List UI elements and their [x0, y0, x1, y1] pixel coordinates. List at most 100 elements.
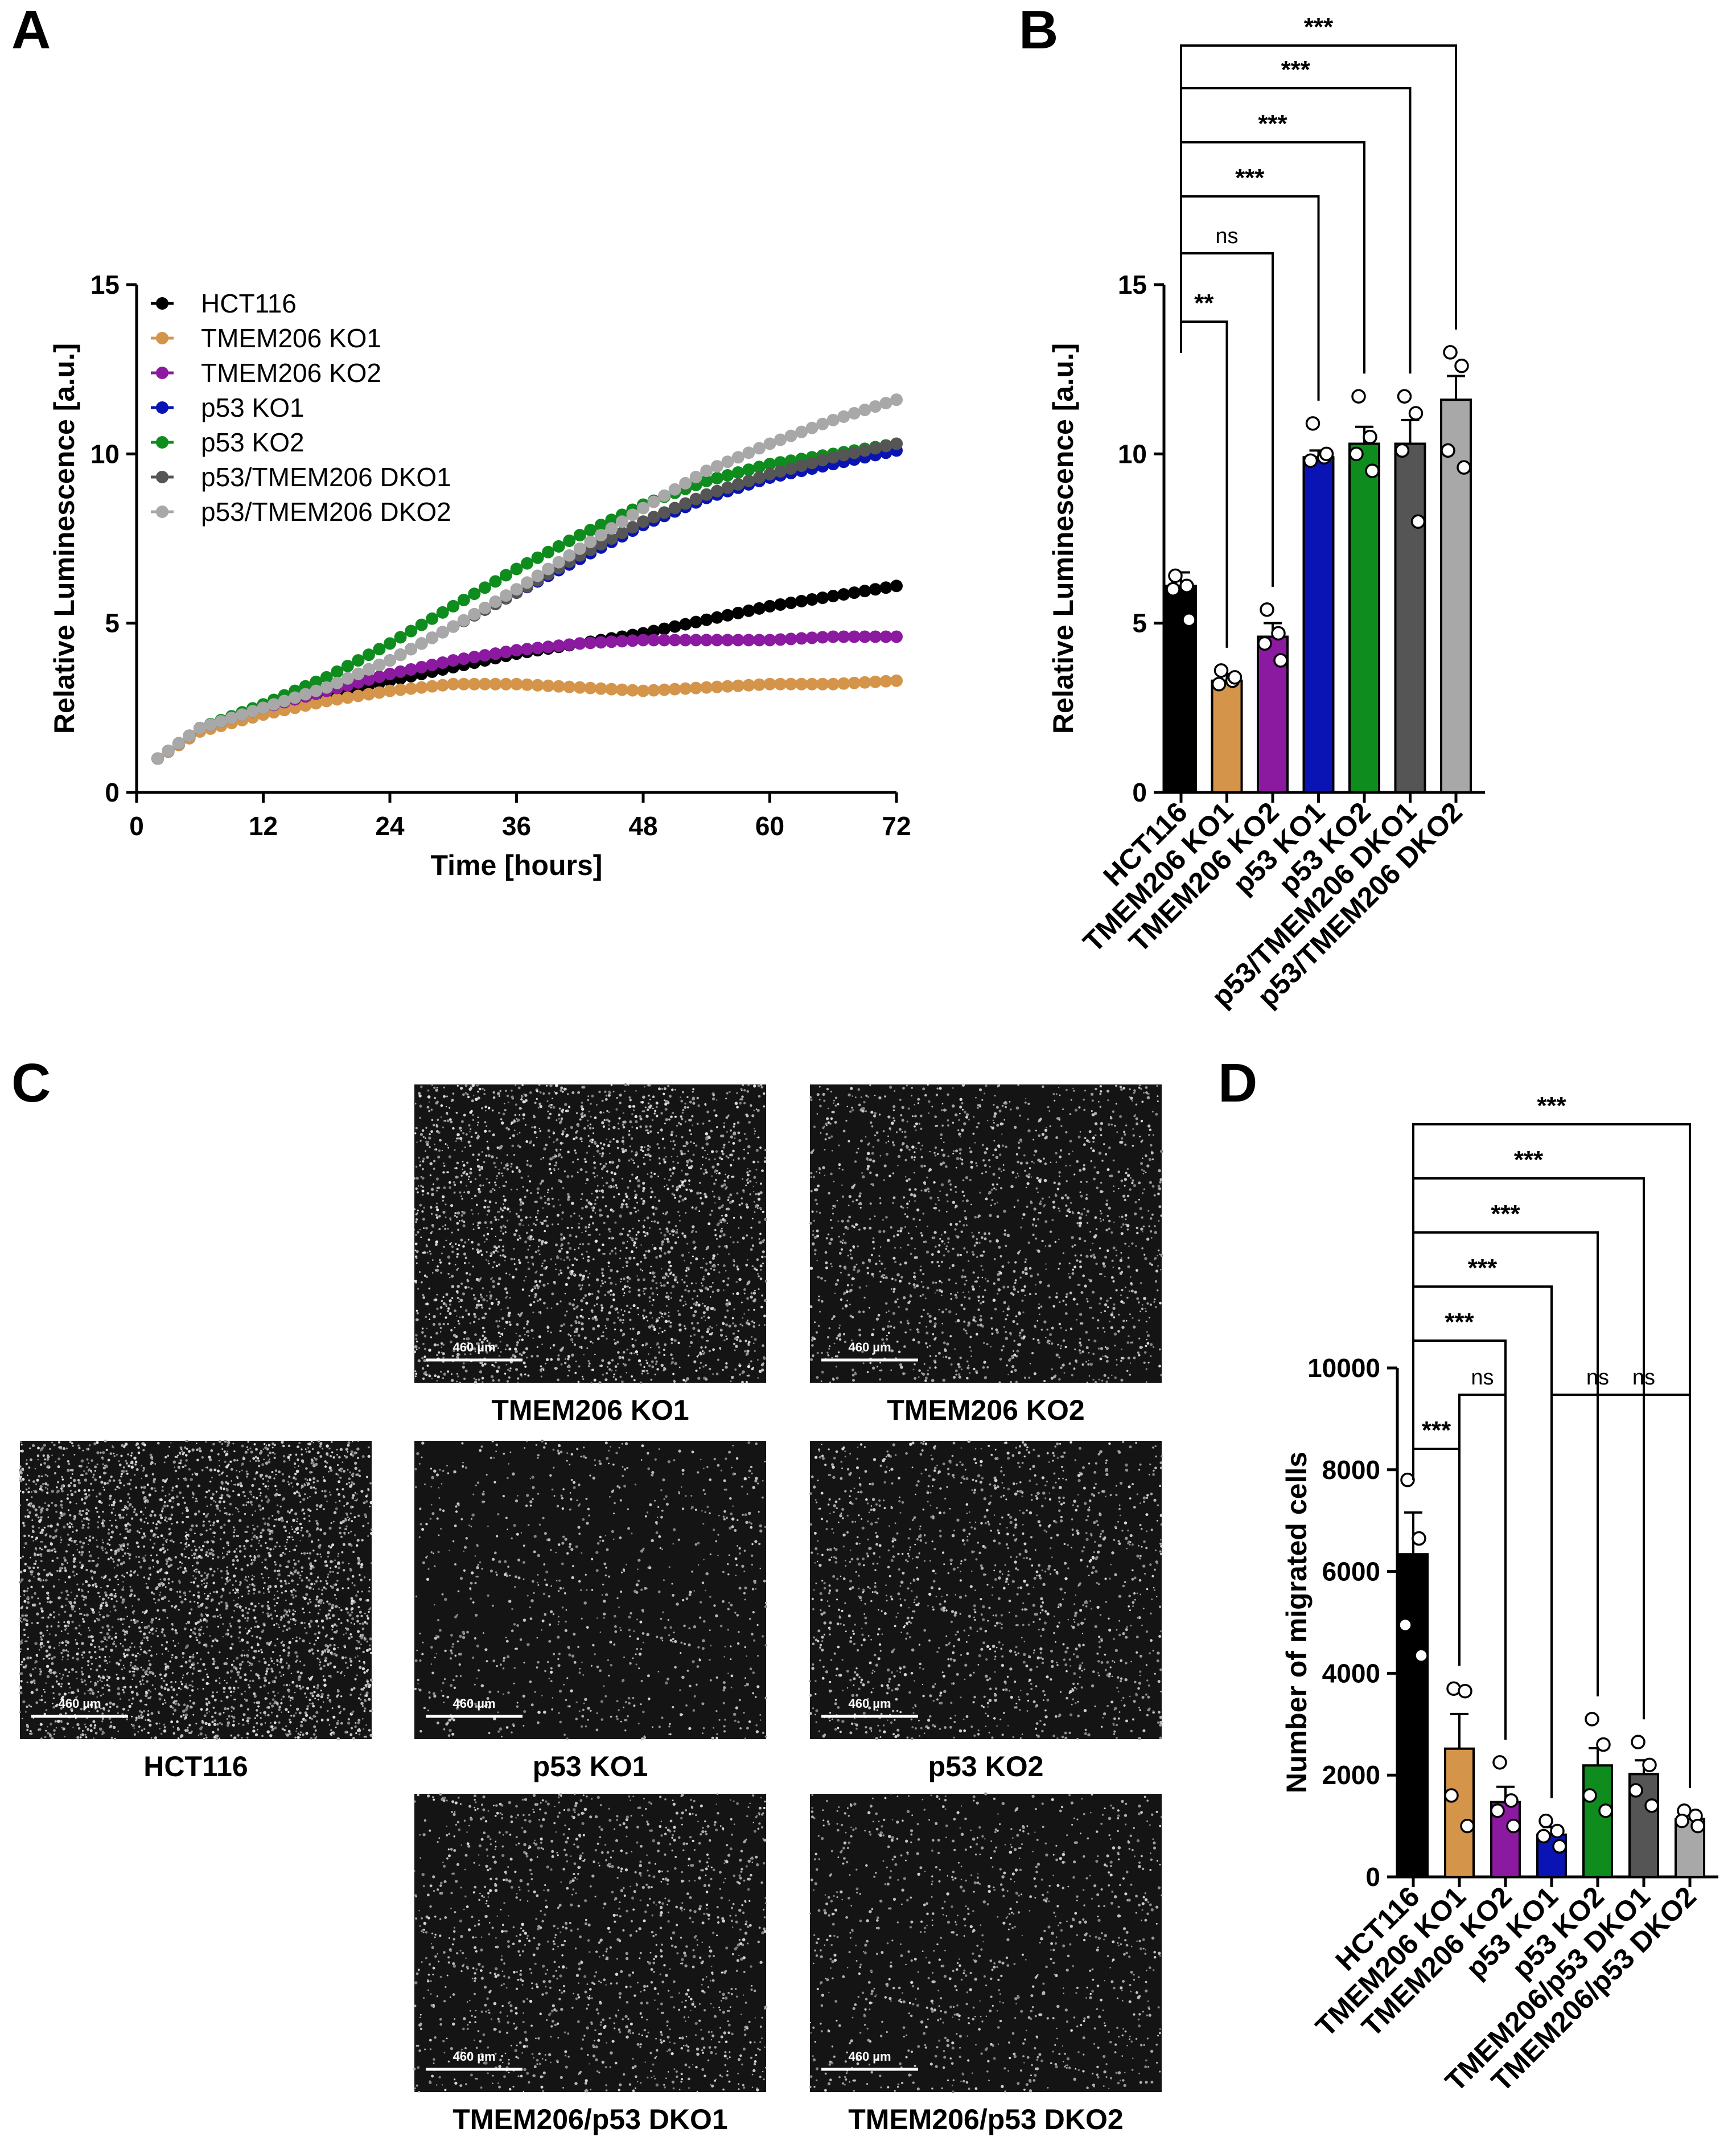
cell-speckle — [705, 1104, 707, 1107]
cell-speckle — [460, 1282, 463, 1285]
cell-speckle — [1094, 1122, 1098, 1125]
replicate-point — [1394, 443, 1410, 458]
cell-speckle — [447, 1272, 450, 1275]
cell-speckle — [716, 1324, 718, 1326]
legend-swatch-dot — [156, 471, 168, 483]
x-tick-label: 60 — [755, 811, 784, 841]
cell-speckle — [591, 1209, 595, 1212]
cell-speckle — [982, 1366, 985, 1369]
significance-bracket: *** — [1180, 56, 1412, 374]
cell-speckle — [711, 1190, 714, 1193]
cell-speckle — [479, 1338, 482, 1341]
cell-speckle — [1056, 1188, 1060, 1191]
cell-speckle — [1083, 1143, 1086, 1147]
cell-speckle — [875, 1262, 878, 1265]
x-tick-label: 24 — [375, 811, 405, 841]
cell-speckle — [549, 1112, 552, 1116]
cell-speckle — [477, 1221, 480, 1225]
cell-speckle — [726, 1283, 729, 1287]
cell-speckle — [1071, 1236, 1074, 1239]
cell-speckle — [710, 1307, 713, 1310]
cell-speckle — [681, 1180, 685, 1184]
cell-speckle — [478, 1169, 481, 1172]
cell-speckle — [505, 1291, 509, 1294]
cell-speckle — [536, 1187, 540, 1191]
cell-speckle — [650, 1187, 652, 1189]
cell-speckle — [1038, 1119, 1042, 1122]
cell-speckle — [629, 1211, 632, 1215]
cell-speckle — [1004, 1229, 1006, 1232]
cell-speckle — [659, 1247, 663, 1250]
data-point — [721, 609, 734, 622]
cell-speckle — [1121, 1257, 1122, 1259]
cell-speckle — [692, 1091, 694, 1093]
cell-speckle — [533, 1125, 537, 1129]
cell-speckle — [672, 1148, 674, 1150]
cell-speckle — [534, 1102, 537, 1104]
cell-speckle — [448, 1155, 452, 1158]
cell-speckle — [469, 1144, 472, 1147]
cell-speckle — [676, 1156, 678, 1157]
cell-speckle — [607, 1128, 610, 1131]
cell-speckle — [512, 1134, 515, 1137]
cell-speckle — [763, 1160, 767, 1163]
cell-speckle — [871, 1152, 874, 1155]
cell-speckle — [1090, 1255, 1093, 1258]
cell-speckle — [674, 1362, 677, 1365]
cell-speckle — [832, 1207, 834, 1210]
cell-speckle — [725, 1173, 726, 1176]
cell-speckle — [828, 1242, 832, 1245]
cell-speckle — [648, 1094, 650, 1097]
cell-speckle — [908, 1148, 911, 1151]
cell-speckle — [423, 1334, 427, 1338]
cell-speckle — [1027, 1118, 1030, 1120]
cell-speckle — [851, 1316, 854, 1318]
cell-speckle — [764, 1218, 767, 1221]
cell-speckle — [1004, 1100, 1007, 1103]
cell-speckle — [542, 1092, 545, 1095]
cell-speckle — [635, 1237, 638, 1240]
cell-speckle — [1015, 1380, 1018, 1383]
cell-speckle — [1060, 1125, 1063, 1127]
cell-speckle — [589, 1127, 592, 1130]
data-point — [331, 676, 344, 689]
cell-speckle — [438, 1149, 441, 1152]
cell-speckle — [524, 1373, 526, 1376]
cell-speckle — [596, 1104, 598, 1106]
cell-speckle — [892, 1172, 895, 1174]
cell-speckle — [519, 1198, 522, 1201]
cell-speckle — [688, 1119, 691, 1121]
cell-speckle — [601, 1359, 604, 1362]
cell-speckle — [965, 1116, 968, 1119]
cell-speckle — [854, 1160, 857, 1163]
cell-speckle — [1129, 1276, 1132, 1278]
cell-speckle — [593, 1132, 594, 1135]
cell-speckle — [747, 1365, 751, 1369]
cell-speckle — [964, 1210, 966, 1213]
cell-speckle — [840, 1248, 844, 1251]
cell-speckle — [1132, 1134, 1136, 1137]
cell-speckle — [975, 1280, 978, 1283]
cell-speckle — [442, 1210, 446, 1214]
cell-speckle — [541, 1262, 544, 1264]
data-point — [384, 654, 396, 667]
cell-speckle — [623, 1292, 626, 1294]
cell-speckle — [747, 1259, 748, 1261]
cell-speckle — [630, 1237, 634, 1240]
cell-speckle — [661, 1316, 663, 1317]
cell-speckle — [580, 1299, 583, 1302]
cell-speckle — [470, 1086, 472, 1088]
cell-speckle — [653, 1173, 656, 1176]
cell-speckle — [817, 1299, 820, 1302]
replicate-point — [1305, 416, 1320, 431]
cell-speckle — [618, 1128, 620, 1130]
data-point — [774, 677, 787, 691]
cell-speckle — [752, 1325, 755, 1328]
cell-speckle — [553, 1091, 556, 1093]
cell-speckle — [873, 1247, 875, 1250]
cell-speckle — [460, 1140, 463, 1142]
cell-speckle — [959, 1098, 962, 1101]
cell-speckle — [952, 1247, 955, 1250]
cell-speckle — [442, 1126, 445, 1129]
cell-speckle — [602, 1274, 604, 1277]
